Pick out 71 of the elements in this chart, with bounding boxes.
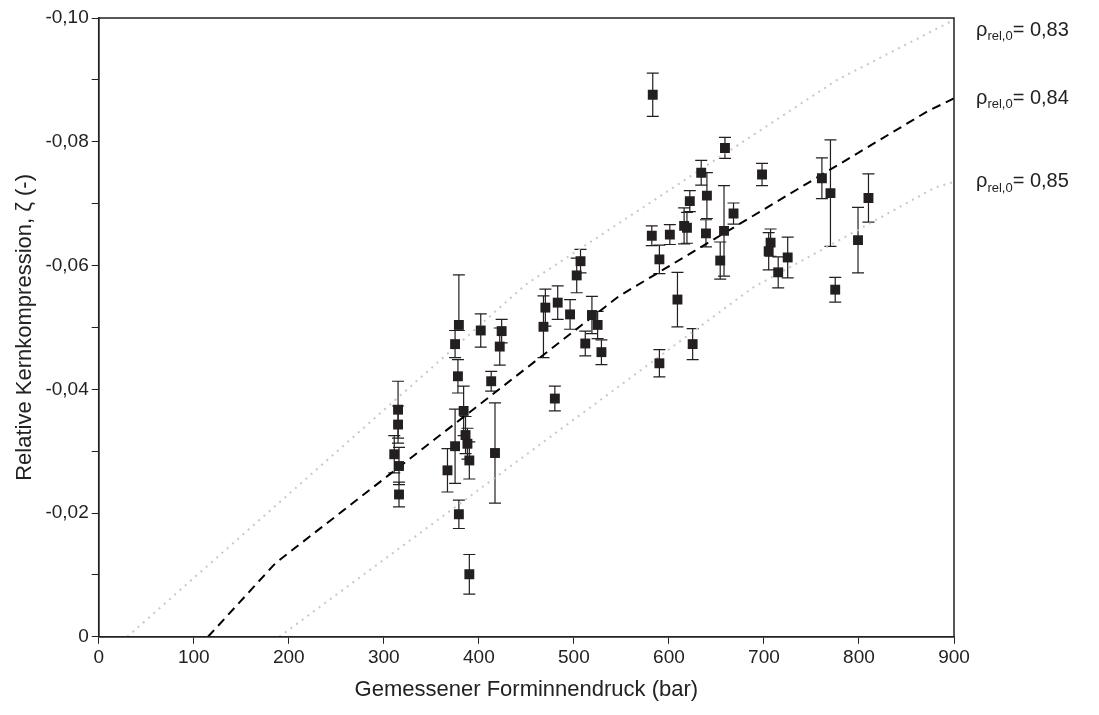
x-axis-title: Gemessener Forminnendruck (bar) — [354, 675, 699, 701]
x-tick-label: 500 — [558, 646, 590, 668]
x-tick-label: 400 — [462, 646, 495, 668]
point — [763, 246, 774, 257]
x-tick-label: 200 — [272, 646, 305, 668]
x-tick-label: 800 — [843, 646, 875, 668]
point — [464, 569, 475, 580]
point — [575, 256, 586, 267]
point — [394, 489, 404, 500]
point — [389, 449, 400, 460]
point — [571, 270, 582, 281]
point — [453, 509, 464, 520]
point — [458, 405, 469, 416]
y-tick-label: -0,02 — [45, 501, 89, 523]
point — [830, 284, 841, 295]
x-tick-label: 100 — [177, 646, 210, 668]
point — [782, 252, 793, 263]
point — [586, 310, 597, 320]
point — [540, 302, 551, 313]
x-tick-label: 300 — [367, 646, 400, 668]
point — [654, 358, 665, 369]
point — [596, 347, 607, 358]
point — [450, 441, 461, 452]
y-tick-label: 0 — [78, 625, 89, 647]
point — [715, 255, 726, 266]
point — [565, 309, 576, 320]
point — [863, 193, 874, 204]
point — [496, 326, 507, 337]
x-tick-label: 700 — [748, 646, 780, 668]
point — [450, 339, 461, 350]
y-tick-label: -0,04 — [45, 377, 90, 399]
y-axis-title: Relative Kernkompression, ζ (-) — [11, 174, 37, 481]
point — [393, 404, 404, 415]
point — [701, 190, 712, 201]
point — [549, 393, 560, 404]
point — [464, 455, 475, 466]
point — [757, 169, 767, 180]
y-tick-label: -0,10 — [45, 6, 89, 28]
y-tick-label: -0,06 — [45, 253, 89, 275]
point — [580, 338, 591, 349]
point — [393, 419, 404, 430]
point — [490, 448, 500, 458]
line-series — [206, 97, 954, 637]
point — [701, 228, 711, 239]
point — [696, 167, 707, 178]
point — [453, 319, 464, 330]
point — [452, 371, 463, 382]
point — [494, 341, 505, 352]
point — [592, 319, 603, 330]
point — [825, 188, 836, 199]
point — [816, 173, 827, 184]
point — [442, 465, 453, 476]
line-series — [278, 180, 954, 637]
point — [684, 196, 695, 207]
point — [720, 143, 730, 153]
point — [687, 339, 698, 350]
point — [538, 321, 549, 332]
y-tick-label: -0,08 — [45, 129, 89, 151]
x-tick-label: 900 — [938, 646, 970, 668]
x-tick-label: 600 — [653, 646, 685, 668]
point — [394, 461, 404, 471]
point — [462, 438, 473, 449]
point — [672, 294, 683, 305]
point — [773, 267, 784, 278]
point — [552, 297, 563, 308]
x-tick-label: 0 — [93, 646, 104, 668]
point — [654, 254, 665, 265]
point — [853, 235, 863, 246]
point — [647, 89, 658, 100]
point — [719, 225, 729, 236]
point — [475, 325, 486, 336]
